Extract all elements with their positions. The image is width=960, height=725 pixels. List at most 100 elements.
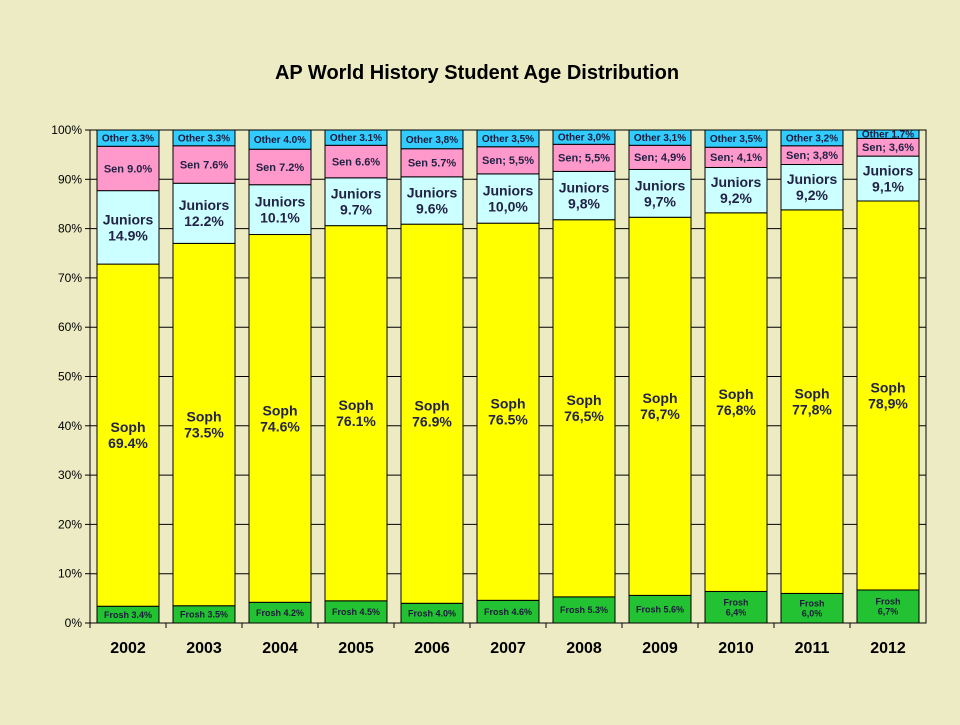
bar-segment-juniors bbox=[704, 166, 768, 214]
segment-label-seniors: Sen; 5,5% bbox=[482, 155, 534, 167]
bar-segment-other bbox=[96, 129, 160, 147]
bar-segment-soph bbox=[476, 222, 540, 601]
bar-segment-other bbox=[248, 129, 312, 150]
segment-label-soph: Soph 69.4% bbox=[108, 419, 148, 451]
segment-label-frosh: Frosh 5.6% bbox=[636, 604, 684, 614]
segment-label-seniors: Sen 7.2% bbox=[256, 162, 305, 174]
segment-label-frosh: Frosh 4.5% bbox=[332, 607, 380, 617]
bar-segment-soph bbox=[856, 200, 920, 591]
bar-segment-soph bbox=[172, 242, 236, 607]
segment-label-frosh: Frosh 6,4% bbox=[723, 597, 748, 617]
segment-label-soph: Soph 76.9% bbox=[412, 398, 452, 430]
y-tick-label: 50% bbox=[58, 370, 82, 384]
segment-label-seniors: Sen 6.6% bbox=[332, 156, 381, 168]
segment-label-juniors: Juniors 12.2% bbox=[179, 197, 230, 229]
segment-label-other: Other 3,1% bbox=[634, 133, 686, 144]
segment-label-frosh: Frosh 5.3% bbox=[560, 605, 608, 615]
bar-segment-seniors bbox=[248, 148, 312, 186]
bar-segment-soph bbox=[400, 223, 464, 604]
bar-segment-other bbox=[324, 129, 388, 146]
segment-label-soph: Soph 76.5% bbox=[488, 396, 528, 428]
bar-segment-juniors bbox=[476, 173, 540, 224]
segment-label-frosh: Frosh 4.0% bbox=[408, 608, 456, 618]
segment-label-juniors: Juniors 9,8% bbox=[559, 179, 610, 211]
segment-label-soph: Soph 73.5% bbox=[184, 408, 224, 440]
bar-segment-juniors bbox=[324, 177, 388, 227]
segment-label-juniors: Juniors 10.1% bbox=[255, 194, 306, 226]
y-tick-label: 10% bbox=[58, 567, 82, 581]
segment-label-juniors: Juniors 9,7% bbox=[635, 177, 686, 209]
bar-segment-other bbox=[172, 129, 236, 147]
segment-label-juniors: Juniors 9,1% bbox=[863, 162, 914, 194]
bar-segment-seniors bbox=[324, 144, 388, 179]
segment-label-other: Other 3,8% bbox=[406, 135, 458, 146]
segment-label-soph: Soph 76.1% bbox=[336, 397, 376, 429]
segment-label-other: Other 3.3% bbox=[178, 133, 230, 144]
y-tick-label: 90% bbox=[58, 172, 82, 186]
y-tick-label: 0% bbox=[65, 616, 83, 630]
bar-segment-other bbox=[856, 129, 920, 139]
bar-segment-seniors bbox=[552, 143, 616, 172]
bar-segment-other bbox=[628, 129, 692, 146]
segment-label-seniors: Sen; 4,1% bbox=[710, 152, 762, 164]
bar-segment-juniors bbox=[856, 155, 920, 202]
segment-label-juniors: Juniors 14.9% bbox=[103, 211, 154, 243]
bar-segment-seniors bbox=[476, 146, 540, 175]
segment-label-juniors: Juniors 9,2% bbox=[711, 174, 762, 206]
segment-label-frosh: Frosh 6,7% bbox=[875, 597, 900, 617]
bar-segment-soph bbox=[324, 225, 388, 602]
x-axis-ticks: 2002 2003 2004 2005 2006 2007 2008 2009 2010 2011… bbox=[89, 623, 906, 657]
y-tick-label: 80% bbox=[58, 222, 82, 236]
segment-label-other: Other 3.3% bbox=[102, 134, 154, 145]
segment-label-other: Other 1,7% bbox=[862, 130, 914, 141]
x-tick-label: 2005 bbox=[338, 640, 374, 657]
segment-label-soph: Soph 76,8% bbox=[716, 386, 756, 418]
bar-segment-juniors bbox=[552, 170, 616, 221]
y-tick-label: 60% bbox=[58, 320, 82, 334]
bars bbox=[96, 129, 920, 624]
y-tick-label: 30% bbox=[58, 468, 82, 482]
bar-segment-other bbox=[780, 129, 844, 147]
bar-segment-frosh bbox=[856, 589, 920, 624]
bar-segment-seniors bbox=[172, 145, 236, 184]
segment-label-juniors: Juniors 9.7% bbox=[331, 186, 382, 218]
segment-label-frosh: Frosh 4.2% bbox=[256, 608, 304, 618]
x-tick-label: 2009 bbox=[642, 640, 678, 657]
segment-labels: Frosh 3.4% Soph 69.4% Juniors 14.9% Sen 9.0% O… bbox=[102, 130, 914, 620]
segment-label-other: Other 3.1% bbox=[330, 133, 382, 144]
segment-label-other: Other 4.0% bbox=[254, 135, 306, 146]
bar-segment-frosh bbox=[628, 594, 692, 624]
x-tick-label: 2012 bbox=[870, 640, 906, 657]
segment-label-frosh: Frosh 3.5% bbox=[180, 610, 228, 620]
y-tick-label: 20% bbox=[58, 517, 82, 531]
bar-segment-soph bbox=[628, 216, 692, 596]
bar-segment-other bbox=[704, 129, 768, 148]
segment-label-juniors: Juniors 9.6% bbox=[407, 184, 458, 216]
bar-segment-soph bbox=[248, 234, 312, 603]
segment-label-frosh: Frosh 4.6% bbox=[484, 607, 532, 617]
x-tick-label: 2006 bbox=[414, 640, 450, 657]
segment-label-frosh: Frosh 3.4% bbox=[104, 610, 152, 620]
bar-segment-juniors bbox=[248, 184, 312, 236]
segment-label-other: Other 3,5% bbox=[482, 134, 534, 145]
segment-label-seniors: Sen; 3,8% bbox=[786, 150, 838, 162]
segment-label-other: Other 3,2% bbox=[786, 133, 838, 144]
x-tick-label: 2004 bbox=[262, 640, 298, 657]
segment-label-soph: Soph 78,9% bbox=[868, 379, 908, 411]
segment-label-soph: Soph 77,8% bbox=[792, 386, 832, 418]
y-tick-label: 100% bbox=[51, 123, 82, 137]
bar-segment-juniors bbox=[172, 182, 236, 244]
x-tick-label: 2003 bbox=[186, 640, 222, 657]
bar-segment-other bbox=[476, 129, 540, 148]
bar-segment-frosh bbox=[780, 592, 844, 624]
bar-segment-soph bbox=[780, 209, 844, 594]
segment-label-soph: Soph 74.6% bbox=[260, 402, 300, 434]
x-tick-label: 2010 bbox=[718, 640, 754, 657]
segment-label-soph: Soph 76,7% bbox=[640, 390, 680, 422]
bar-segment-soph bbox=[552, 219, 616, 598]
bar-segment-seniors bbox=[96, 145, 160, 192]
bar-segment-other bbox=[400, 129, 464, 150]
bar-segment-other bbox=[552, 129, 616, 145]
